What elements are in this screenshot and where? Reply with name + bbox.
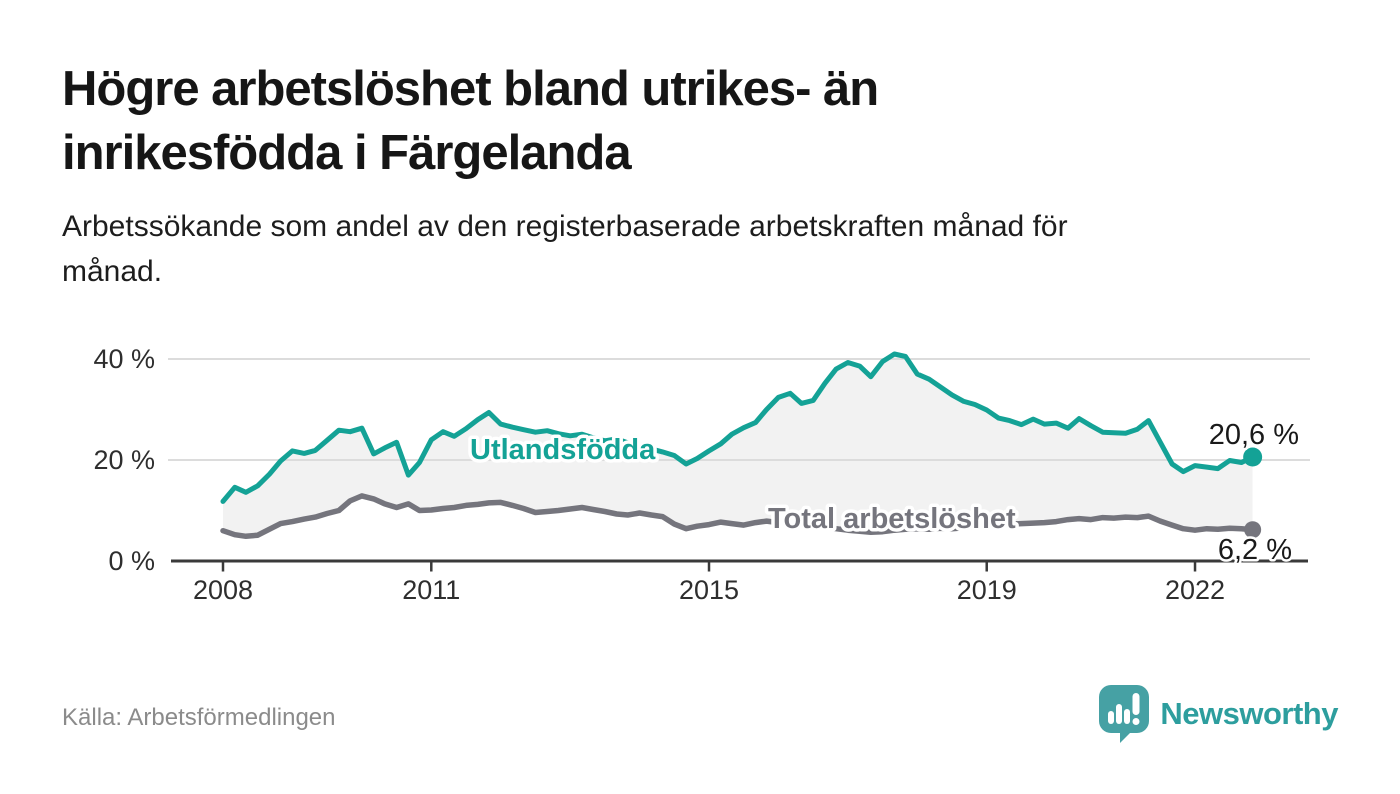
chart-subtitle-line2: månad. — [62, 255, 163, 288]
line-total-arbetsloshet — [220, 493, 1256, 540]
chart-subtitle-line1: Arbetssökande som andel av den registerb… — [62, 210, 1068, 243]
source-note: Källa: Arbetsförmedlingen — [62, 704, 336, 731]
area-between-series — [223, 354, 1253, 537]
page-title-line1: Högre arbetslöshet bland utrikes- än — [62, 62, 879, 116]
endpoint-dot-total — [1244, 521, 1262, 539]
series-label-utlandsfodda: Utlandsfödda — [470, 434, 656, 466]
x-tick-label-2022: 2022 — [1165, 575, 1225, 605]
y-tick-label-0: 0 % — [108, 546, 155, 576]
newsworthy-logo: Newsworthy — [1098, 684, 1338, 744]
value-label-total: 6,2 % — [1218, 534, 1292, 566]
newsworthy-wordmark: Newsworthy — [1160, 696, 1338, 731]
series-label-total-arbetsloshet: Total arbetslöshet — [768, 503, 1016, 535]
x-tick-label-2008: 2008 — [193, 575, 253, 605]
x-tick-label-2019: 2019 — [957, 575, 1017, 605]
y-tick-label-40: 40 % — [93, 344, 155, 374]
page-title-line2: inrikesfödda i Färgelanda — [62, 125, 632, 180]
value-label-utlandsfodda: 20,6 % — [1209, 419, 1299, 451]
newsworthy-bubble-chart-icon — [1099, 685, 1150, 743]
chart-subtitle: Arbetssökande som andel av den registerb… — [62, 204, 1262, 294]
page-title: Högre arbetslöshet bland utrikes- än inr… — [62, 58, 1182, 185]
x-tick-label-2015: 2015 — [679, 575, 739, 605]
y-tick-label-20: 20 % — [93, 445, 155, 475]
x-tick-label-2011: 2011 — [402, 575, 460, 605]
endpoint-dot-utlandsfodda — [1243, 447, 1263, 467]
line-utlandsfodda — [220, 351, 1256, 504]
